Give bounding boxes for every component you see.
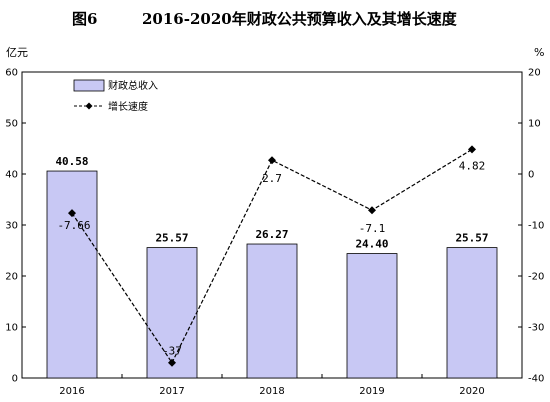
bar: [46, 170, 98, 379]
legend-line-marker: [85, 102, 93, 110]
bar: [346, 253, 398, 379]
left-axis-tick-label: 10: [5, 323, 18, 334]
line-value-label: 4.82: [459, 159, 486, 172]
left-axis-tick-label: 50: [5, 119, 18, 130]
figure-label: 图6: [72, 10, 97, 28]
category-label: 2017: [159, 386, 184, 397]
line-point: [168, 358, 176, 367]
bar-value-label: 25.57: [455, 232, 488, 245]
line-value-label: -37: [162, 345, 182, 358]
legend-bar-swatch: [73, 79, 105, 92]
category-axis: 2016 2017 2018 2019 2020: [59, 374, 485, 397]
left-axis-unit: 亿元: [6, 46, 28, 59]
bar: [446, 247, 498, 379]
line-point: [368, 206, 376, 215]
left-axis-tick-label: 0: [12, 374, 18, 385]
legend: 财政总收入 增长速度: [73, 79, 158, 113]
category-label: 2018: [259, 386, 284, 397]
line-data-labels: -7.66 -37 2.7 -7.1 4.82: [57, 159, 485, 357]
right-axis-tick-label: 0: [528, 170, 534, 181]
bar-value-label: 24.40: [355, 238, 388, 251]
line-value-label: -7.1: [359, 222, 386, 235]
line-point: [68, 209, 76, 218]
left-axis: 0 10 20 30 40 50 60: [5, 68, 26, 385]
right-axis-tick-label: -40: [528, 374, 544, 385]
category-label: 2020: [459, 386, 484, 397]
line-value-label: 2.7: [262, 172, 282, 185]
bar-data-labels: 40.58 25.57 26.27 24.40 25.57: [55, 155, 488, 251]
category-label: 2016: [59, 386, 84, 397]
bar: [146, 247, 198, 379]
bar: [246, 243, 298, 379]
line-point: [468, 145, 476, 154]
right-axis-tick-label: -20: [528, 272, 544, 283]
right-axis-tick-label: 10: [528, 119, 541, 130]
right-axis-unit: %: [534, 46, 544, 59]
bar-value-label: 25.57: [155, 232, 188, 245]
line-point: [268, 156, 276, 165]
bar-value-label: 40.58: [55, 155, 88, 168]
right-axis-tick-label: -30: [528, 323, 544, 334]
chart-title: 2016-2020年财政公共预算收入及其增长速度: [142, 10, 458, 28]
line-series: [68, 145, 476, 367]
legend-line-label: 增长速度: [108, 100, 148, 113]
right-axis-tick-label: -10: [528, 221, 544, 232]
category-label: 2019: [359, 386, 384, 397]
bar-series: [46, 170, 498, 379]
line-value-label: -7.66: [57, 219, 90, 232]
bar-value-label: 26.27: [255, 228, 288, 241]
left-axis-tick-label: 60: [5, 68, 18, 79]
left-axis-tick-label: 40: [5, 170, 18, 181]
right-axis: -40 -30 -20 -10 0 10 20: [518, 68, 544, 385]
legend-bar-label: 财政总收入: [108, 79, 158, 92]
left-axis-tick-label: 30: [5, 221, 18, 232]
left-axis-tick-label: 20: [5, 272, 18, 283]
right-axis-tick-label: 20: [528, 68, 541, 79]
